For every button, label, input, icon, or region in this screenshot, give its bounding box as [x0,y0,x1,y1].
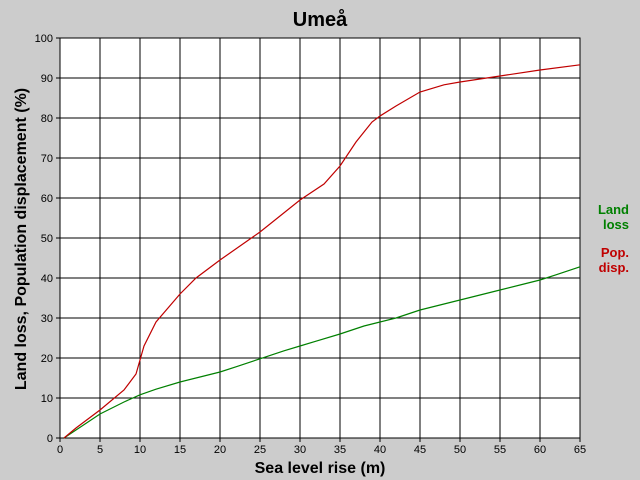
x-tick-label: 65 [574,444,586,456]
y-tick-label: 30 [41,313,53,325]
y-tick-label: 20 [41,353,53,365]
x-tick-label: 25 [254,444,266,456]
y-tick-label: 0 [47,433,53,445]
legend-entry-1-line-1: disp. [599,260,629,275]
chart-title: Umeå [293,8,348,31]
x-tick-label: 35 [334,444,346,456]
x-tick-label: 50 [454,444,466,456]
x-tick-label: 30 [294,444,306,456]
y-tick-label: 10 [41,393,53,405]
y-tick-label: 90 [41,73,53,85]
x-tick-label: 5 [97,444,103,456]
x-tick-label: 45 [414,444,426,456]
y-tick-label: 40 [41,273,53,285]
legend-entry-0-line-0: Land [598,202,629,217]
y-tick-label: 70 [41,153,53,165]
series-line-land-loss [63,266,581,439]
y-axis-label: Land loss, Population displacement (%) [13,88,30,390]
x-axis-label: Sea level rise (m) [255,460,386,477]
x-tick-label: 55 [494,444,506,456]
x-tick-label: 0 [57,444,63,456]
legend-entry-1-line-0: Pop. [601,245,629,260]
x-tick-label: 10 [134,444,146,456]
series-line-pop-disp [63,64,581,439]
x-tick-label: 15 [174,444,186,456]
x-tick-label: 60 [534,444,546,456]
x-tick-label: 20 [214,444,226,456]
legend-entry-0-line-1: loss [603,217,629,232]
y-tick-label: 100 [35,33,53,45]
y-tick-label: 60 [41,193,53,205]
x-tick-label: 40 [374,444,386,456]
y-tick-label: 50 [41,233,53,245]
plot-area: 0 5 10 15 20 25 30 35 40 45 50 55 60 65 0 10 20 30 40 50 60 7… [35,33,586,456]
y-tick-label: 80 [41,113,53,125]
